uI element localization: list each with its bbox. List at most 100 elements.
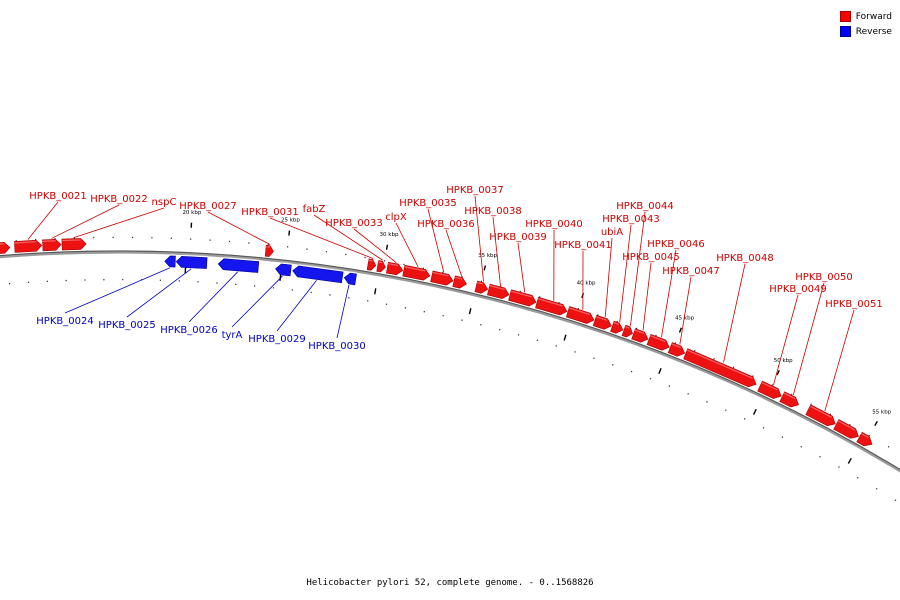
leader-line (207, 211, 271, 245)
leader-line (353, 228, 397, 263)
gene-unnamed[interactable] (833, 419, 859, 439)
gene-hpkb_0037[interactable] (474, 280, 489, 294)
minor-tick-outer (706, 401, 708, 403)
leader-line (723, 263, 746, 363)
leader-line (792, 282, 825, 396)
major-tick (288, 230, 291, 236)
gene-clpx[interactable] (402, 264, 431, 281)
gene-highlight (861, 433, 869, 439)
leader-line (188, 271, 239, 323)
major-tick-outer (563, 334, 567, 341)
gene-label: HPKB_0026 (160, 325, 217, 336)
gene-highlight (14, 241, 37, 244)
gene-label: HPKB_0046 (647, 239, 704, 250)
gene-highlight (350, 270, 357, 274)
gene-hpkb_0024[interactable] (164, 255, 176, 268)
leader-line (73, 207, 165, 239)
gene-hpkb_0033[interactable] (386, 261, 404, 276)
gene-hpkb_0047[interactable] (667, 342, 686, 357)
gene-fabz[interactable] (376, 260, 386, 273)
gene-unnamed[interactable] (0, 241, 11, 254)
gene-hpkb_0035[interactable] (430, 270, 454, 286)
gene-hpkb_0039[interactable] (508, 289, 537, 307)
leader-line (679, 276, 692, 345)
gene-hpkb_0030[interactable] (343, 272, 357, 286)
gene-label: HPKB_0024 (36, 316, 93, 327)
gene-label: HPKB_0049 (769, 284, 826, 295)
gene-label: tyrA (222, 330, 243, 341)
leader-line (661, 249, 677, 338)
gene-hpkb_0043[interactable] (610, 320, 624, 334)
major-tick (874, 421, 878, 427)
leader-line (231, 275, 283, 328)
leader-line (427, 208, 445, 273)
gene-highlight (454, 276, 463, 280)
gene-label: HPKB_0025 (98, 320, 155, 331)
leader-line (619, 224, 632, 323)
gene-label: HPKB_0036 (417, 219, 474, 230)
gene-label: ubiA (601, 227, 623, 238)
major-tick-outer (847, 457, 852, 464)
gene-hpkb_0049[interactable] (757, 380, 782, 399)
gene-hpkb_0031[interactable] (366, 258, 377, 271)
gene-highlight (625, 326, 630, 329)
gene-highlight (281, 261, 292, 265)
gene-hpkb_0029[interactable] (292, 265, 344, 284)
major-tick (776, 370, 780, 376)
gene-label: HPKB_0040 (525, 219, 582, 230)
gene-nspc[interactable] (61, 238, 87, 251)
scale-label: 45 kbp (675, 315, 694, 321)
legend-reverse-label: Reverse (855, 26, 892, 37)
gene-hpkb_0038[interactable] (487, 283, 510, 299)
minor-tick-outer (687, 393, 689, 395)
gene-hpkb_0022[interactable] (42, 238, 62, 252)
gene-highlight (537, 298, 563, 307)
gene-highlight (476, 281, 484, 285)
leader-line (474, 195, 484, 282)
major-tick-outer (752, 408, 757, 415)
gene-tyra[interactable] (275, 263, 292, 277)
minor-tick-outer (762, 426, 765, 429)
minor-tick-inner (713, 358, 715, 360)
gene-highlight (613, 321, 620, 325)
leader-line (824, 309, 855, 412)
leader-line (64, 267, 170, 314)
gene-label: HPKB_0038 (464, 206, 521, 217)
gene-hpkb_0045[interactable] (631, 328, 649, 343)
gene-hpkb_0025[interactable] (175, 256, 208, 269)
gene-hpkb_0021[interactable] (14, 239, 43, 253)
gene-highlight (634, 329, 645, 334)
gene-label: HPKB_0022 (90, 194, 147, 205)
gene-label: HPKB_0029 (248, 334, 305, 345)
gene-unnamed[interactable] (856, 431, 873, 447)
gene-hpkb_0050[interactable] (779, 391, 800, 408)
gene-label: HPKB_0021 (29, 191, 86, 202)
gene-hpkb_0040[interactable] (535, 296, 568, 316)
gene-label: HPKB_0027 (179, 201, 236, 212)
gene-hpkb_0051[interactable] (805, 404, 836, 427)
leader-line (445, 229, 463, 277)
gene-hpkb_0036[interactable] (452, 275, 467, 289)
leader-line (517, 242, 526, 293)
gene-highlight (595, 316, 608, 321)
backbone-shadow (0, 250, 900, 471)
gene-highlight (686, 349, 753, 379)
gene-hpkb_0026[interactable] (217, 258, 260, 273)
gene-hpkb_0046[interactable] (646, 333, 670, 351)
gene-hpkb_0041[interactable] (565, 306, 595, 324)
gene-ubia[interactable] (592, 314, 612, 330)
gene-highlight (761, 381, 778, 391)
gene-highlight (298, 263, 344, 272)
gene-highlight (650, 335, 666, 342)
leader-line (126, 268, 192, 318)
gene-highlight (42, 240, 56, 242)
gene-hpkb_0044[interactable] (621, 324, 633, 338)
gene-hpkb_0027[interactable] (264, 244, 274, 257)
leader-line (395, 222, 419, 268)
minor-tick-inner (732, 366, 735, 369)
minor-tick-outer (856, 476, 859, 479)
gene-label: HPKB_0051 (825, 299, 882, 310)
scale-label: 35 kbp (478, 253, 497, 259)
gene-hpkb_0048[interactable] (683, 348, 757, 388)
